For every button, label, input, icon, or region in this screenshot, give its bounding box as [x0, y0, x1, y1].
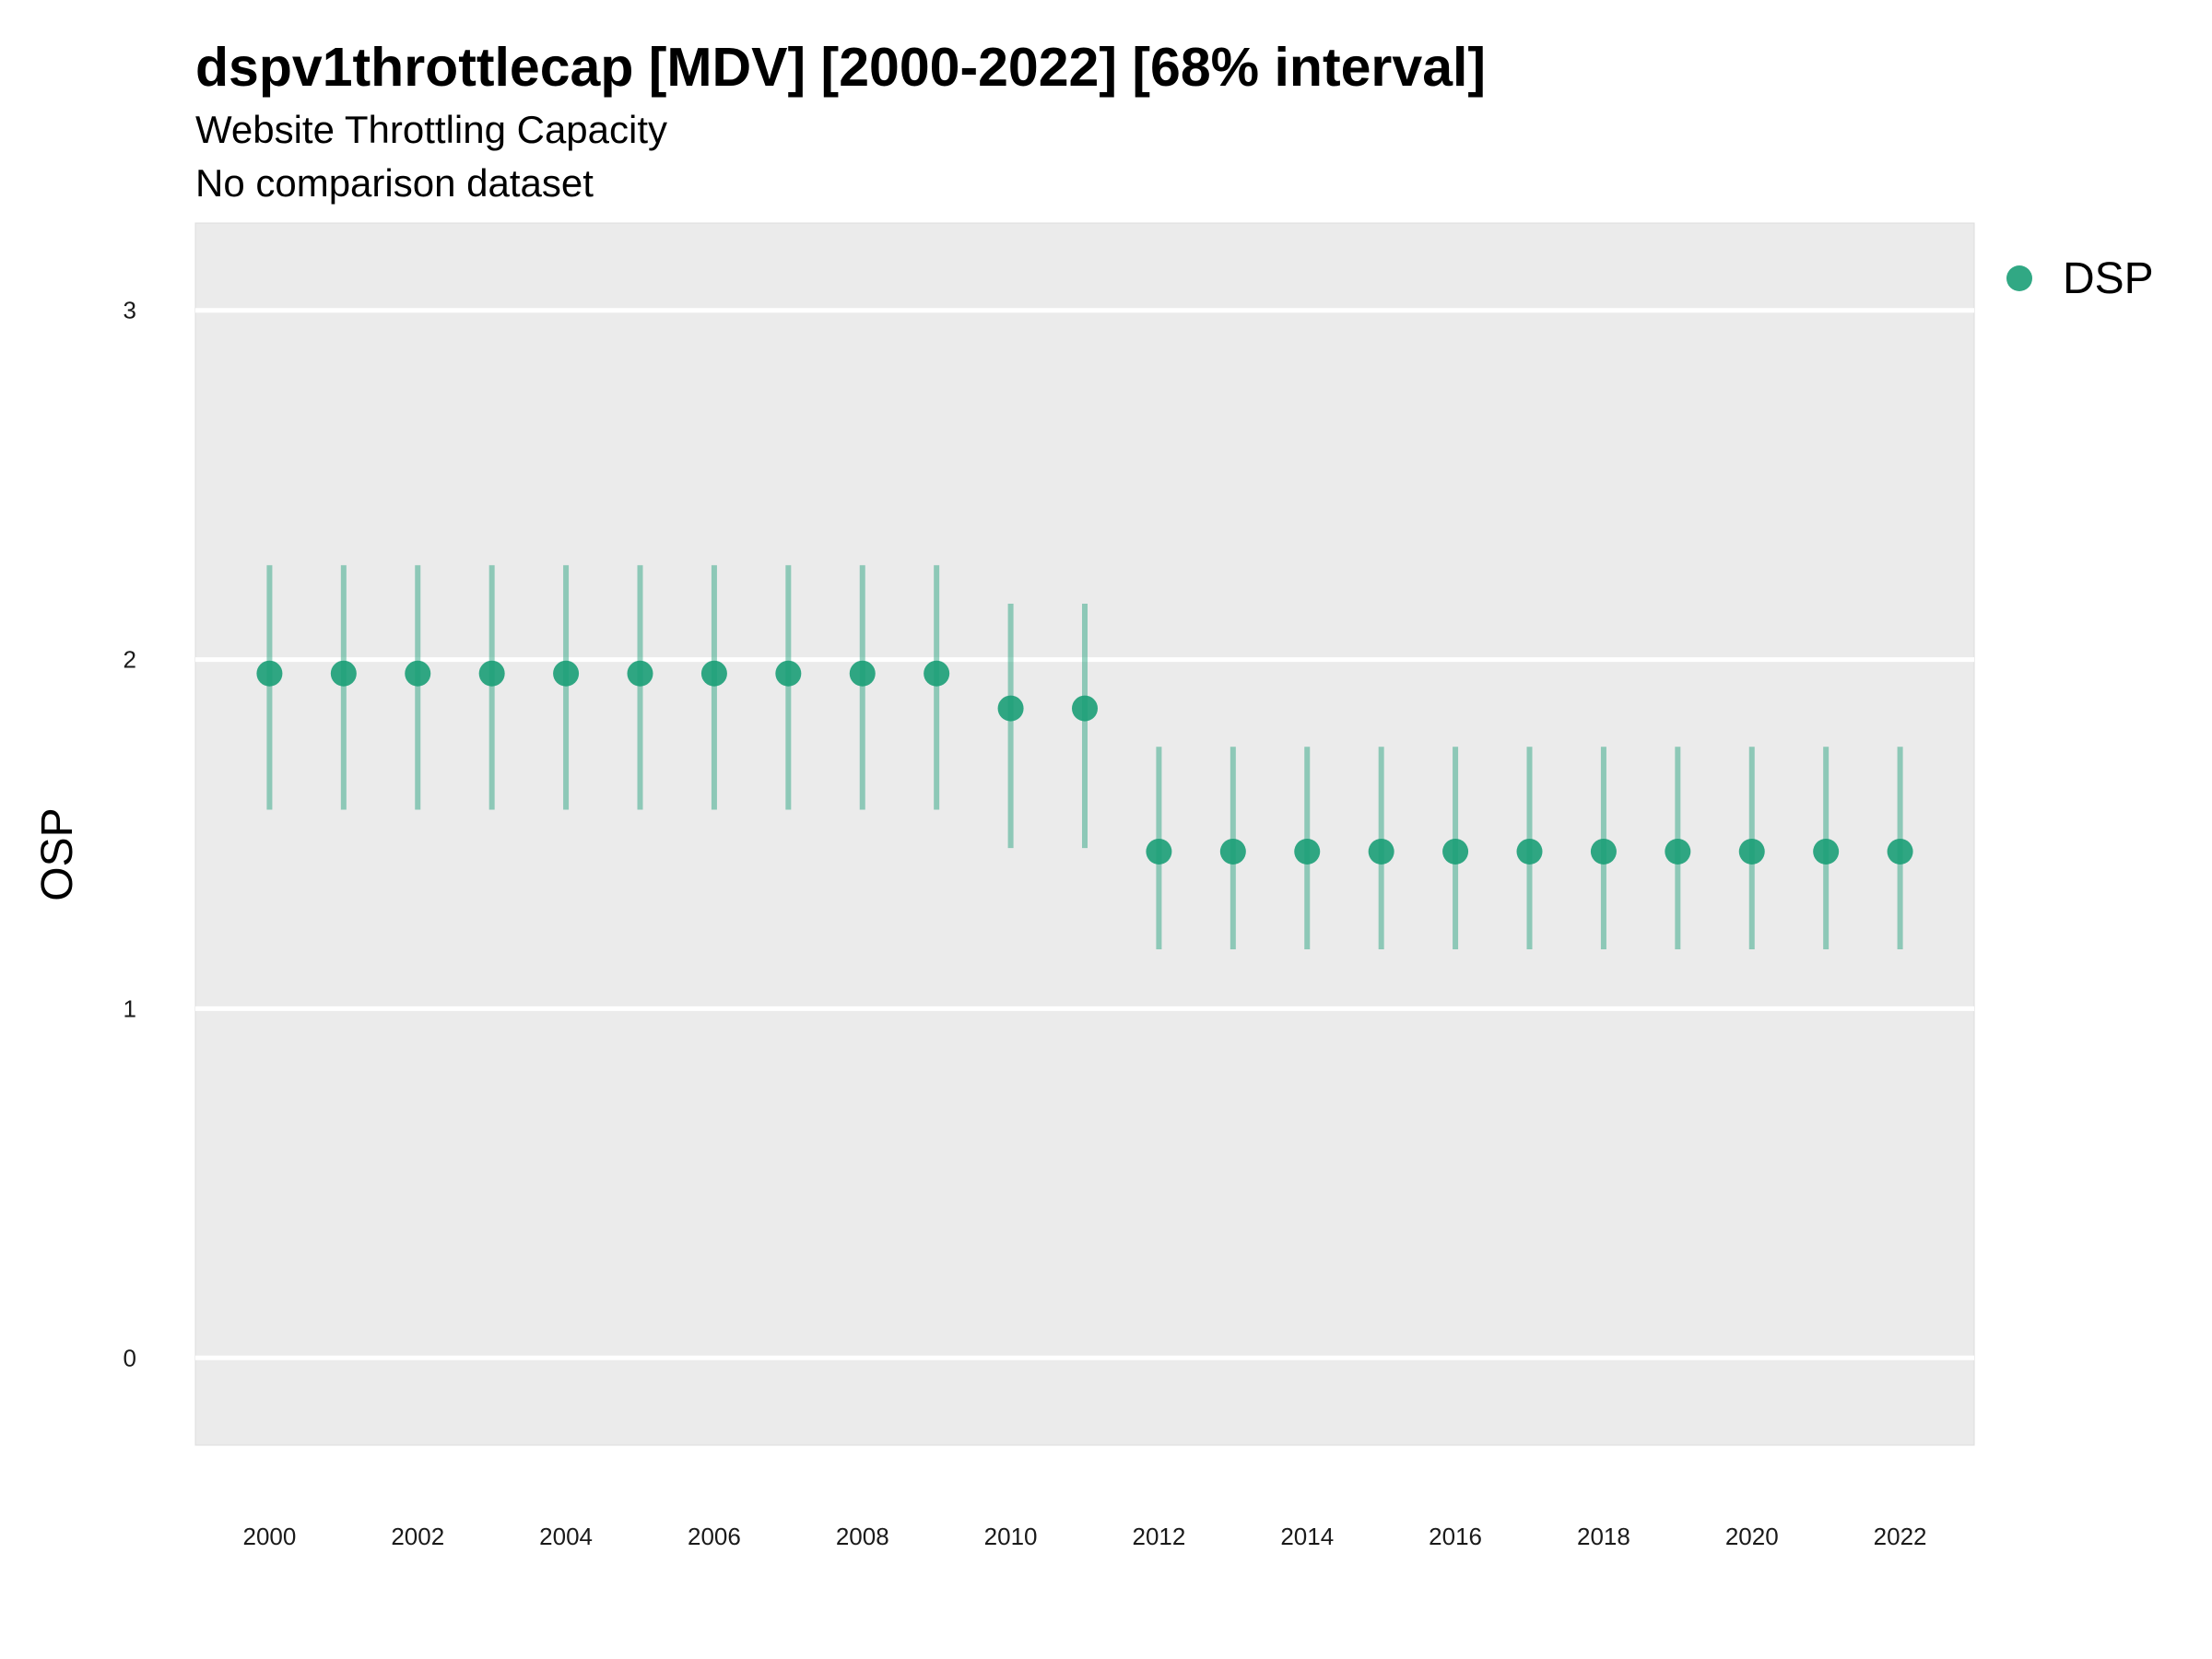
x-tick-label: 2016	[1429, 1523, 1482, 1550]
chart-title: dspv1throttlecap [MDV] [2000-2022] [68% …	[195, 37, 1486, 98]
data-point	[1665, 838, 1691, 865]
data-point	[405, 660, 431, 687]
chart-caption: No comparison dataset	[195, 161, 594, 205]
y-tick-label: 1	[124, 994, 136, 1022]
x-tick-label: 2020	[1725, 1523, 1779, 1550]
data-point	[1887, 838, 1913, 865]
data-point	[1442, 838, 1469, 865]
data-point	[256, 660, 283, 687]
y-tick-label: 0	[124, 1344, 136, 1371]
y-axis-label: OSP	[33, 807, 82, 900]
data-point	[1294, 838, 1321, 865]
data-point	[330, 660, 357, 687]
x-tick-label: 2018	[1577, 1523, 1630, 1550]
data-point	[997, 695, 1024, 722]
data-point	[1368, 838, 1394, 865]
data-point	[553, 660, 580, 687]
data-point	[924, 660, 950, 687]
x-tick-label: 2006	[688, 1523, 741, 1550]
data-marks	[256, 565, 1913, 950]
data-point	[700, 660, 727, 687]
data-point	[1516, 838, 1543, 865]
data-point	[1738, 838, 1765, 865]
data-point	[1146, 838, 1172, 865]
data-point	[1590, 838, 1617, 865]
data-point	[1813, 838, 1840, 865]
data-point	[849, 660, 876, 687]
data-point	[1072, 695, 1098, 722]
x-tick-label: 2022	[1874, 1523, 1927, 1550]
x-axis-ticks: 2000 2002 2004 2006 2008 2010 2012 2014 2016 2018…	[242, 1523, 1926, 1550]
data-point	[627, 660, 653, 687]
legend: DSP	[2006, 254, 2154, 303]
gridlines	[195, 308, 1974, 1360]
legend-key-dsp	[2006, 265, 2032, 291]
x-tick-label: 2002	[391, 1523, 444, 1550]
chart-subtitle: Website Throttling Capacity	[195, 108, 667, 151]
x-tick-label: 2012	[1132, 1523, 1185, 1550]
x-tick-label: 2008	[836, 1523, 889, 1550]
y-tick-label: 2	[124, 646, 136, 674]
y-tick-label: 3	[124, 297, 136, 324]
x-tick-label: 2010	[984, 1523, 1038, 1550]
x-tick-label: 2000	[242, 1523, 296, 1550]
data-point	[775, 660, 802, 687]
data-point	[1219, 838, 1246, 865]
x-tick-label: 2004	[539, 1523, 593, 1550]
x-tick-label: 2014	[1280, 1523, 1334, 1550]
legend-label-dsp: DSP	[2063, 254, 2154, 303]
data-point	[478, 660, 505, 687]
y-axis-ticks: 0 1 2 3	[124, 297, 136, 1372]
plot-panel	[194, 222, 1975, 1446]
